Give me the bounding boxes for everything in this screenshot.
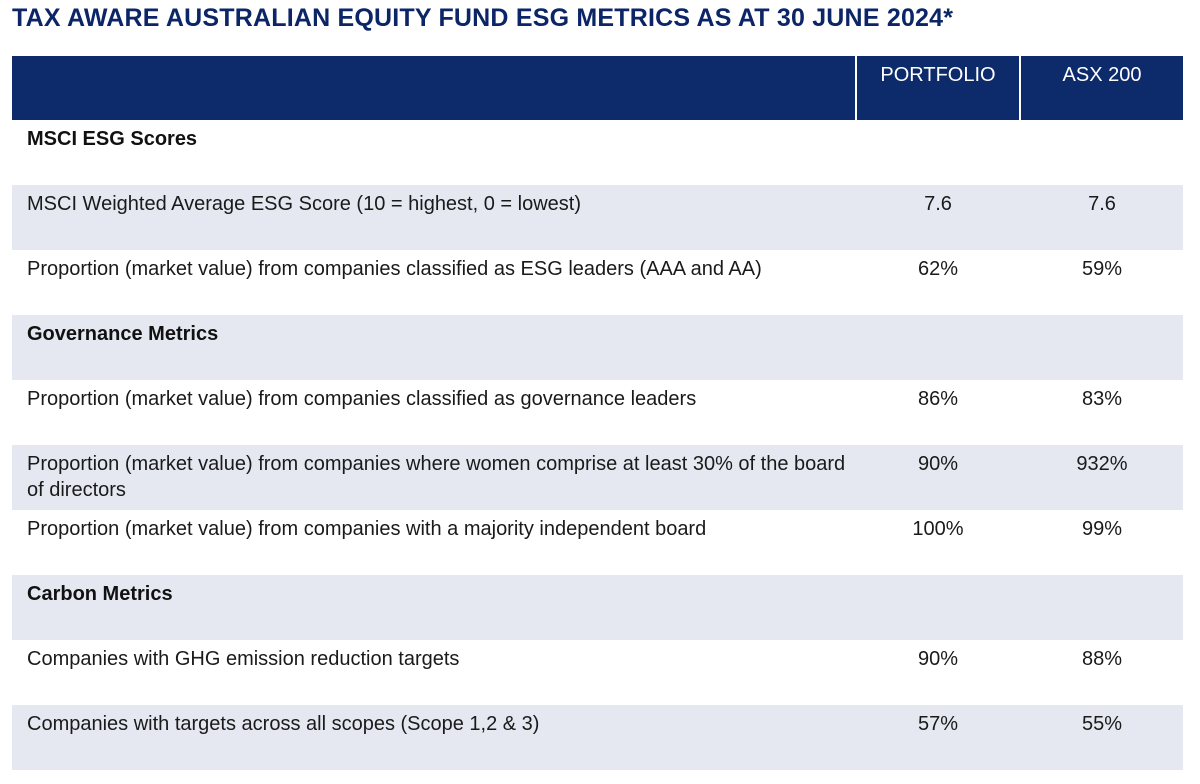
table-row: Proportion (market value) from companies… xyxy=(12,250,1183,315)
asx200-value xyxy=(1021,120,1183,185)
portfolio-value: 86% xyxy=(917,388,959,410)
portfolio-value: 57% xyxy=(917,713,959,735)
row-label: MSCI Weighted Average ESG Score (10 = hi… xyxy=(27,193,581,215)
header-asx200: ASX 200 xyxy=(1062,64,1142,86)
asx200-value: 83% xyxy=(1081,388,1123,410)
table-row: MSCI Weighted Average ESG Score (10 = hi… xyxy=(12,185,1183,250)
asx200-value: 99% xyxy=(1081,518,1123,540)
table-row: Proportion (market value) from companies… xyxy=(12,380,1183,445)
section-row-carbon-metrics: Carbon Metrics xyxy=(12,575,1183,640)
asx200-value: 55% xyxy=(1081,713,1123,735)
page-title: TAX AWARE AUSTRALIAN EQUITY FUND ESG MET… xyxy=(12,4,954,32)
section-row-msci-esg-scores: MSCI ESG Scores xyxy=(12,120,1183,185)
portfolio-value: 100% xyxy=(912,518,964,540)
asx200-value: 59% xyxy=(1081,258,1123,280)
asx200-value xyxy=(1021,575,1183,640)
table-header: PORTFOLIO ASX 200 xyxy=(12,56,1183,120)
row-label: Governance Metrics xyxy=(27,323,219,345)
portfolio-value xyxy=(855,120,1021,185)
row-label: Proportion (market value) from companies… xyxy=(27,518,707,540)
portfolio-value: 90% xyxy=(917,648,959,670)
table-row: Proportion (market value) from companies… xyxy=(12,510,1183,575)
asx200-value: 7.6 xyxy=(1088,193,1116,215)
asx200-value xyxy=(1021,315,1183,380)
row-label: MSCI ESG Scores xyxy=(27,128,198,150)
row-label: Companies with GHG emission reduction ta… xyxy=(27,648,460,670)
table-row: Proportion (market value) from companies… xyxy=(12,445,1183,510)
table-row: Companies with targets across all scopes… xyxy=(12,705,1183,770)
row-label: Carbon Metrics xyxy=(27,583,173,605)
row-label: Companies with targets across all scopes… xyxy=(27,713,540,735)
section-row-governance-metrics: Governance Metrics xyxy=(12,315,1183,380)
header-portfolio: PORTFOLIO xyxy=(857,56,1021,120)
asx200-value: 932% xyxy=(1076,453,1128,475)
row-label: Proportion (market value) from companies… xyxy=(27,388,697,410)
portfolio-value: 90% xyxy=(917,453,959,475)
row-label: Proportion (market value) from companies… xyxy=(27,258,762,280)
esg-metrics-table: PORTFOLIO ASX 200 MSCI ESG Scores MSCI W… xyxy=(12,56,1183,770)
row-label: Proportion (market value) from companies… xyxy=(27,453,846,501)
table-row: Companies with GHG emission reduction ta… xyxy=(12,640,1183,705)
portfolio-value xyxy=(855,315,1021,380)
portfolio-value xyxy=(855,575,1021,640)
portfolio-value: 62% xyxy=(917,258,959,280)
header-label-column xyxy=(12,56,857,120)
portfolio-value: 7.6 xyxy=(924,193,952,215)
asx200-value: 88% xyxy=(1081,648,1123,670)
